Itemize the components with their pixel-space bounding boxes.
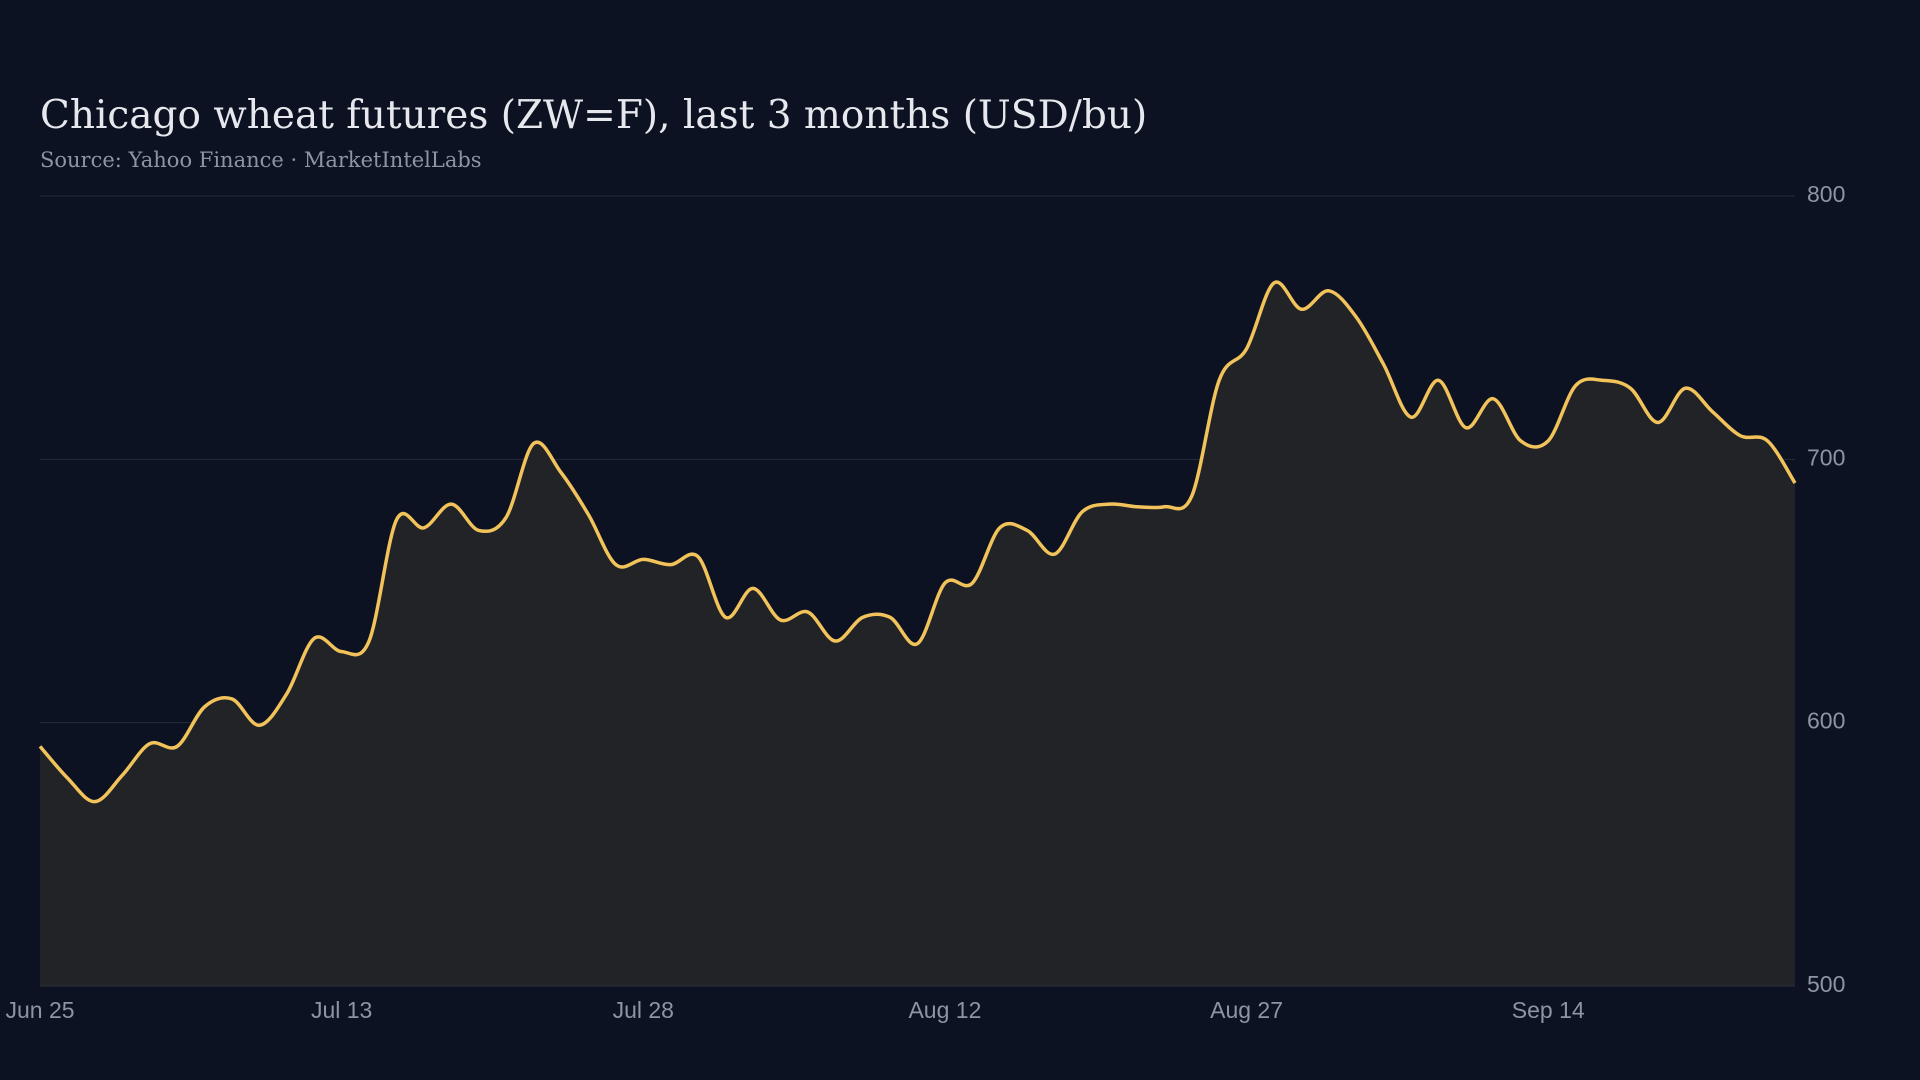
area-fill: [40, 281, 1795, 986]
x-tick-label: Jul 13: [311, 997, 372, 1023]
x-tick-label: Aug 27: [1210, 997, 1283, 1023]
y-tick-label: 500: [1807, 971, 1845, 997]
y-tick-label: 600: [1807, 708, 1845, 734]
x-tick-label: Jul 28: [613, 997, 674, 1023]
chart-subtitle: Source: Yahoo Finance · MarketIntelLabs: [40, 148, 482, 172]
y-tick-label: 700: [1807, 444, 1845, 470]
price-line: [38, 280, 1797, 804]
y-tick-label: 800: [1807, 181, 1845, 207]
chart-title: Chicago wheat futures (ZW=F), last 3 mon…: [40, 93, 1147, 138]
x-tick-label: Sep 14: [1512, 997, 1585, 1023]
x-tick-label: Aug 12: [908, 997, 981, 1023]
x-tick-label: Jun 25: [5, 997, 74, 1023]
